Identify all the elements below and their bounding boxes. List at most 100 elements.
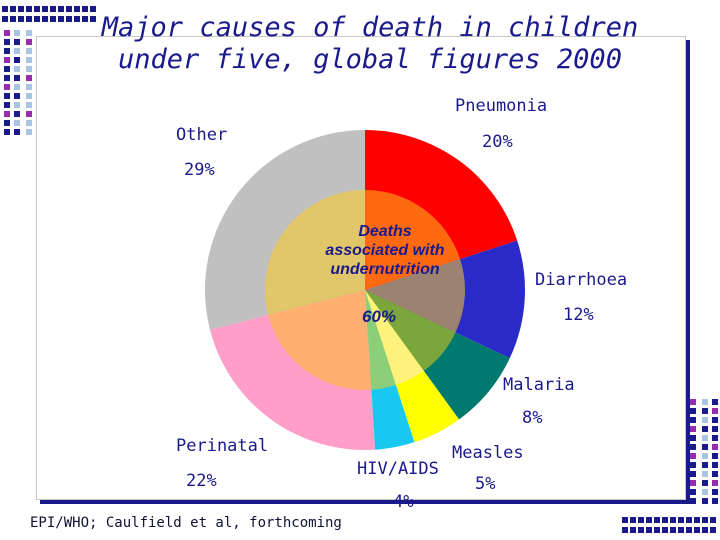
deco-square xyxy=(690,426,696,432)
deco-square xyxy=(690,435,696,441)
deco-square xyxy=(18,16,24,22)
undernutrition-slice-malaria xyxy=(365,290,456,371)
deco-square xyxy=(14,111,20,117)
label-perinatal: Perinatal xyxy=(176,436,269,456)
deco-square xyxy=(638,517,644,523)
deco-square xyxy=(34,6,40,12)
deco-square xyxy=(712,471,718,477)
label-diarrhoea: Diarrhoea xyxy=(535,270,628,290)
undernutrition-slice-measles xyxy=(365,290,424,386)
deco-square xyxy=(18,6,24,12)
deco-square xyxy=(82,6,88,12)
deco-square xyxy=(14,39,20,45)
deco-square xyxy=(712,498,718,504)
deco-square xyxy=(26,111,32,117)
deco-square xyxy=(690,489,696,495)
deco-square xyxy=(74,6,80,12)
deco-square xyxy=(710,527,716,533)
deco-square xyxy=(702,489,708,495)
deco-square xyxy=(82,16,88,22)
deco-square xyxy=(66,6,72,12)
deco-square xyxy=(74,16,80,22)
deco-square xyxy=(14,93,20,99)
deco-square xyxy=(14,84,20,90)
deco-square xyxy=(662,517,668,523)
undernutrition-line-1: Deaths xyxy=(358,223,412,240)
undernutrition-line-2: associated with xyxy=(325,242,445,259)
deco-square xyxy=(14,66,20,72)
deco-square xyxy=(14,120,20,126)
deco-square xyxy=(712,480,718,486)
deco-square xyxy=(694,527,700,533)
deco-square xyxy=(10,16,16,22)
deco-square xyxy=(702,399,708,405)
label-other: Other xyxy=(176,125,228,145)
deco-square xyxy=(690,417,696,423)
deco-square xyxy=(90,6,96,12)
deco-square xyxy=(690,408,696,414)
deco-square xyxy=(58,16,64,22)
deco-square xyxy=(712,489,718,495)
decorative-squares-top-left xyxy=(2,6,96,135)
deco-square xyxy=(26,84,32,90)
deco-square xyxy=(702,408,708,414)
deco-square xyxy=(4,129,10,135)
deco-square xyxy=(654,527,660,533)
deco-square xyxy=(26,66,32,72)
deco-square xyxy=(4,102,10,108)
deco-square xyxy=(686,527,692,533)
deco-square xyxy=(2,6,8,12)
deco-square xyxy=(622,517,628,523)
deco-square xyxy=(26,129,32,135)
deco-square xyxy=(34,16,40,22)
deco-square xyxy=(670,517,676,523)
deco-square xyxy=(712,435,718,441)
undernutrition-slice-other xyxy=(264,190,365,315)
deco-square xyxy=(702,426,708,432)
deco-square xyxy=(2,16,8,22)
deco-square xyxy=(66,16,72,22)
value-perinatal: 22% xyxy=(186,471,217,491)
deco-square xyxy=(14,30,20,36)
label-measles: Measles xyxy=(452,443,524,463)
deco-square xyxy=(690,498,696,504)
deco-square xyxy=(26,102,32,108)
deco-square xyxy=(702,517,708,523)
deco-square xyxy=(702,480,708,486)
value-diarrhoea: 12% xyxy=(563,305,594,325)
deco-square xyxy=(26,57,32,63)
deco-square xyxy=(690,471,696,477)
deco-square xyxy=(702,462,708,468)
deco-square xyxy=(26,75,32,81)
deco-square xyxy=(4,93,10,99)
slide-title: Major causes of death in children under … xyxy=(70,12,670,76)
deco-square xyxy=(630,527,636,533)
deco-square xyxy=(694,517,700,523)
undernutrition-label: Deaths associated with undernutrition xyxy=(300,222,470,279)
value-hiv-aids: 4% xyxy=(393,492,414,512)
undernutrition-line-3: undernutrition xyxy=(330,261,440,278)
deco-square xyxy=(662,527,668,533)
deco-square xyxy=(26,6,32,12)
deco-square xyxy=(4,120,10,126)
title-line-2: under five, global figures 2000 xyxy=(118,44,622,75)
deco-square xyxy=(630,517,636,523)
deco-square xyxy=(678,517,684,523)
deco-square xyxy=(42,16,48,22)
deco-square xyxy=(712,426,718,432)
deco-square xyxy=(712,417,718,423)
deco-square xyxy=(702,498,708,504)
deco-square xyxy=(14,102,20,108)
deco-square xyxy=(14,57,20,63)
deco-square xyxy=(4,84,10,90)
deco-square xyxy=(4,66,10,72)
deco-square xyxy=(690,444,696,450)
deco-square xyxy=(712,444,718,450)
deco-square xyxy=(4,111,10,117)
deco-square xyxy=(702,435,708,441)
deco-square xyxy=(90,16,96,22)
deco-square xyxy=(26,39,32,45)
deco-square xyxy=(14,129,20,135)
title-line-1: Major causes of death in children xyxy=(101,12,639,43)
